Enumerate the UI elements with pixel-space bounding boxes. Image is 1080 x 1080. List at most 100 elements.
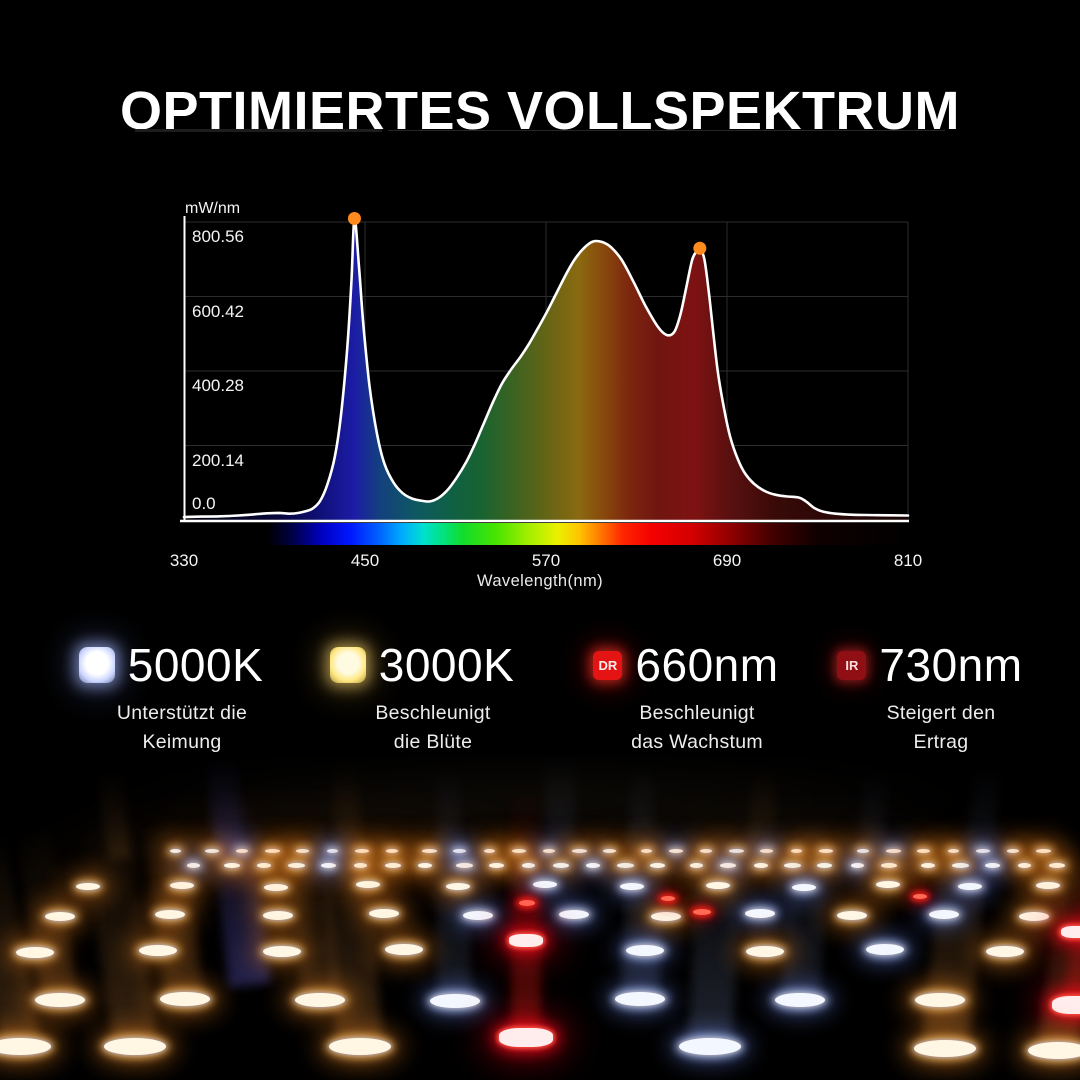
led xyxy=(421,849,437,853)
led xyxy=(679,1037,741,1055)
led xyxy=(385,943,423,955)
led xyxy=(236,849,248,853)
led xyxy=(986,945,1024,957)
led xyxy=(386,849,398,853)
feature-660nm-head: DR 660nm xyxy=(565,636,807,694)
led xyxy=(295,849,309,853)
led xyxy=(384,862,401,868)
led xyxy=(1007,849,1019,853)
led xyxy=(321,862,337,868)
led xyxy=(264,849,280,853)
led xyxy=(483,849,495,853)
led xyxy=(512,849,526,853)
feature-caption: Steigert den Ertrag xyxy=(886,702,996,753)
led xyxy=(952,862,970,868)
feature-660nm: DR 660nm Beschleunigt das Wachstum xyxy=(565,636,807,757)
led xyxy=(1049,862,1065,868)
feature-caption: Unterstützt die Keimung xyxy=(116,702,248,753)
led xyxy=(885,849,901,853)
light-beam xyxy=(747,755,779,859)
spectrum-svg xyxy=(180,211,910,545)
led xyxy=(418,862,433,868)
led xyxy=(976,849,990,853)
led xyxy=(430,994,480,1008)
led xyxy=(753,862,768,868)
led xyxy=(1019,911,1049,921)
led xyxy=(913,893,927,899)
led xyxy=(876,880,900,888)
feature-value: 5000K xyxy=(127,639,264,691)
led xyxy=(759,849,773,853)
feature-3000k: 3000K Beschleunigt die Blüte xyxy=(301,636,543,757)
deep-red-led-icon: DR xyxy=(593,650,623,680)
led xyxy=(329,1037,391,1055)
led xyxy=(509,933,543,947)
led xyxy=(602,849,616,853)
led xyxy=(1061,926,1080,938)
led xyxy=(1036,881,1060,889)
led xyxy=(615,992,665,1006)
feature-value: 660nm xyxy=(635,639,779,691)
led xyxy=(745,908,775,918)
led xyxy=(205,849,219,853)
led xyxy=(263,910,293,920)
led xyxy=(356,880,380,888)
led xyxy=(817,862,833,868)
led xyxy=(263,945,301,957)
led xyxy=(958,882,982,890)
led xyxy=(728,849,744,853)
led xyxy=(866,943,904,955)
led xyxy=(1018,862,1032,868)
led xyxy=(881,862,898,868)
led xyxy=(947,849,959,853)
led xyxy=(706,881,730,889)
led xyxy=(287,862,305,868)
led xyxy=(543,849,555,853)
led xyxy=(819,849,833,853)
led xyxy=(1028,1041,1080,1059)
led xyxy=(533,880,557,888)
led xyxy=(522,862,536,868)
led xyxy=(693,909,711,915)
led xyxy=(700,849,712,853)
led xyxy=(626,944,664,956)
led xyxy=(746,945,784,957)
led xyxy=(985,862,1001,868)
led xyxy=(295,993,345,1007)
light-beam xyxy=(434,755,462,859)
led xyxy=(914,1039,976,1057)
led xyxy=(620,882,644,890)
led xyxy=(0,1037,51,1055)
led-board-photo xyxy=(0,755,1080,1080)
feature-value: 3000K xyxy=(378,639,515,691)
led xyxy=(689,862,703,868)
led xyxy=(850,862,864,868)
feature-5000k: 5000K Unterstützt die Keimung xyxy=(50,636,292,757)
led xyxy=(369,908,399,918)
led xyxy=(186,862,200,868)
led xyxy=(720,862,737,868)
light-beam xyxy=(545,755,575,858)
led xyxy=(224,862,241,868)
led xyxy=(792,883,816,891)
led xyxy=(837,910,867,920)
led xyxy=(155,909,185,919)
led xyxy=(139,944,177,956)
led xyxy=(76,882,100,890)
divider-left-segment xyxy=(135,129,382,132)
led xyxy=(640,849,652,853)
led xyxy=(104,1037,166,1055)
led xyxy=(921,862,936,868)
led xyxy=(35,993,85,1007)
divider-right-segment xyxy=(388,130,945,131)
led xyxy=(552,862,569,868)
led xyxy=(16,946,54,958)
led xyxy=(519,900,535,906)
led xyxy=(916,849,930,853)
feature-value: 730nm xyxy=(879,639,1023,691)
led xyxy=(669,849,683,853)
led xyxy=(649,862,665,868)
led xyxy=(452,849,466,853)
led xyxy=(775,993,825,1007)
